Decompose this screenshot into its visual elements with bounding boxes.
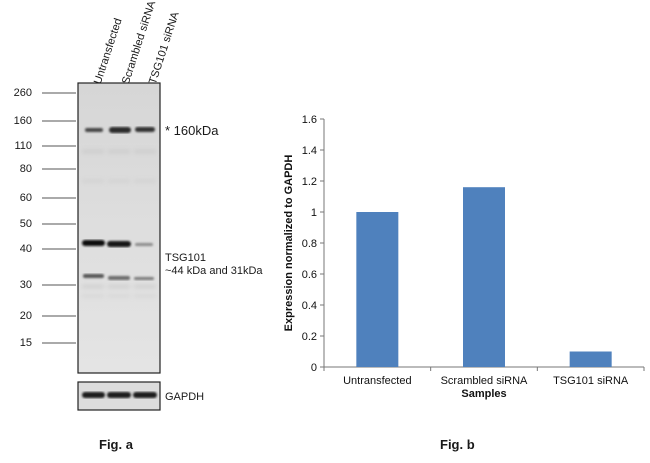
figure-a-caption: Fig. a: [99, 437, 133, 452]
annotation-tsg101-sizes: ~44 kDa and 31kDa: [165, 265, 263, 277]
annotation-160kda: * 160kDa: [165, 123, 219, 138]
band-160kda: [85, 127, 155, 133]
western-blot: [42, 82, 161, 411]
x-tick-label: Scrambled siRNA: [441, 375, 528, 387]
x-tick-label: Untransfected: [343, 375, 411, 387]
y-tick-label: 1.2: [302, 176, 317, 188]
band-44kda: [82, 240, 153, 247]
bar-untransfected: [356, 212, 399, 367]
mw-marker: 20: [19, 310, 32, 322]
lane-label-untransfected: Untransfected: [92, 16, 125, 86]
mw-marker: 50: [19, 218, 32, 230]
mw-marker: 30: [19, 279, 32, 291]
band-31kda: [83, 274, 154, 280]
mw-marker: 60: [19, 192, 32, 204]
y-tick-label: 0.6: [302, 269, 317, 281]
y-tick-label: 1: [311, 207, 317, 219]
mw-marker: 40: [19, 243, 32, 255]
bar-scrambled-sirna: [463, 187, 505, 367]
mw-marker: 260: [13, 87, 32, 99]
mw-marker: 80: [19, 163, 32, 175]
figure-b-caption: Fig. b: [440, 437, 475, 452]
mw-marker: 110: [14, 140, 32, 152]
y-tick-label: 0: [311, 362, 317, 374]
y-tick-label: 1.4: [302, 145, 317, 157]
bar-chart: 0 0.2 0.4 0.6 0.8 1 1.2 1.4 1.6 Untransfected Scra…: [283, 114, 645, 400]
bar-tsg101-sirna: [569, 351, 612, 367]
mw-marker: 160: [13, 115, 32, 127]
mw-marker: 15: [19, 337, 32, 349]
y-tick-label: 1.6: [302, 114, 317, 126]
y-tick-label: 0.2: [302, 331, 317, 343]
x-tick-label: TSG101 siRNA: [553, 375, 629, 387]
band-gapdh: [82, 392, 157, 398]
y-tick-label: 0.8: [302, 238, 317, 250]
y-axis-title: Expression normalized to GAPDH: [283, 155, 295, 332]
y-tick-label: 0.4: [302, 300, 317, 312]
annotation-gapdh: GAPDH: [165, 391, 205, 403]
x-axis-title: Samples: [461, 388, 506, 400]
annotation-tsg101-name: TSG101: [165, 252, 206, 264]
